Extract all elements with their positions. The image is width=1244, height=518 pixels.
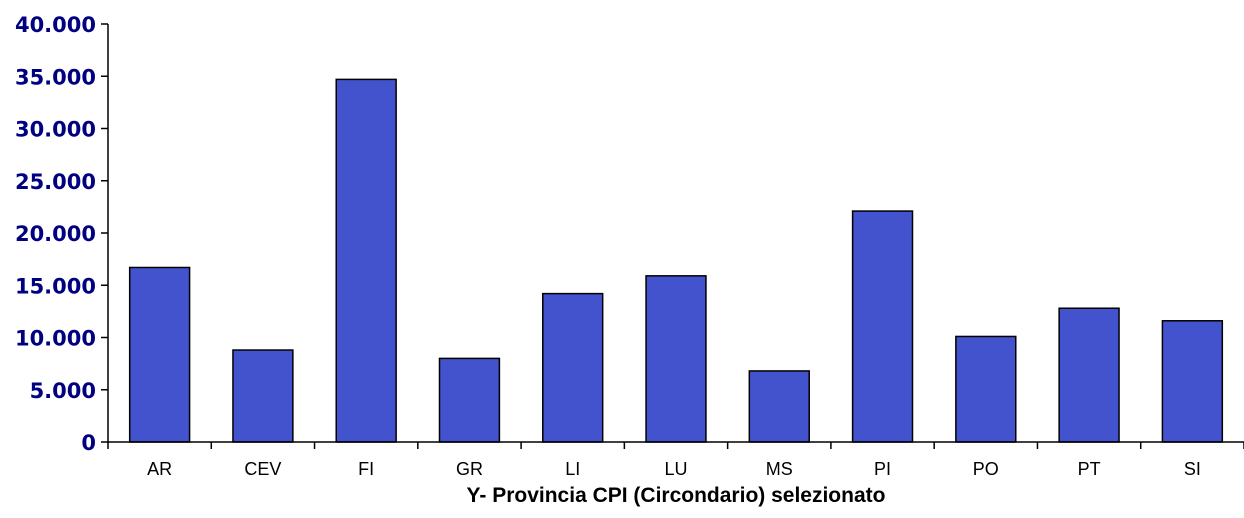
x-tick-label: PI bbox=[874, 459, 891, 479]
x-tick-label: PT bbox=[1078, 459, 1101, 479]
x-tick-label: AR bbox=[147, 459, 172, 479]
y-tick-label: 5.000 bbox=[30, 379, 96, 403]
y-tick-label: 15.000 bbox=[15, 274, 96, 298]
y-tick-label: 25.000 bbox=[15, 170, 96, 194]
bar-gr bbox=[438, 357, 501, 443]
x-tick-label: LI bbox=[565, 459, 580, 479]
bar-ar bbox=[128, 266, 191, 443]
x-tick-label: MS bbox=[766, 459, 793, 479]
bar-fi bbox=[335, 78, 397, 443]
bars bbox=[128, 78, 1224, 443]
x-axis-ticks: AR CEV FI GR LI LU MS PI PO PT SI bbox=[107, 442, 1244, 479]
x-tick-label: GR bbox=[456, 459, 483, 479]
x-tick-label: LU bbox=[664, 459, 687, 479]
x-tick-label: SI bbox=[1184, 459, 1201, 479]
x-tick-label: CEV bbox=[244, 459, 281, 479]
y-axis-ticks: 0 5.000 10.000 15.000 20.000 25.000 30.000 35.0… bbox=[15, 13, 108, 455]
bar-pt bbox=[1058, 307, 1120, 443]
y-tick-label: 0 bbox=[81, 431, 96, 455]
x-axis-label: Y- Provincia CPI (Circondario) seleziona… bbox=[467, 484, 886, 507]
x-tick-label: FI bbox=[358, 459, 374, 479]
y-tick-label: 10.000 bbox=[15, 327, 96, 351]
bar-si bbox=[1161, 320, 1224, 443]
bar-ms bbox=[748, 370, 810, 443]
y-tick-label: 40.000 bbox=[15, 13, 96, 37]
x-tick-label: PO bbox=[973, 459, 999, 479]
bar-po bbox=[955, 335, 1017, 443]
bar-lu bbox=[645, 275, 707, 443]
bar-li bbox=[542, 292, 604, 443]
bar-pi bbox=[851, 210, 914, 443]
y-tick-label: 20.000 bbox=[15, 222, 96, 246]
bar-cev bbox=[232, 349, 294, 443]
y-tick-label: 30.000 bbox=[15, 118, 96, 142]
y-tick-label: 35.000 bbox=[15, 65, 96, 89]
